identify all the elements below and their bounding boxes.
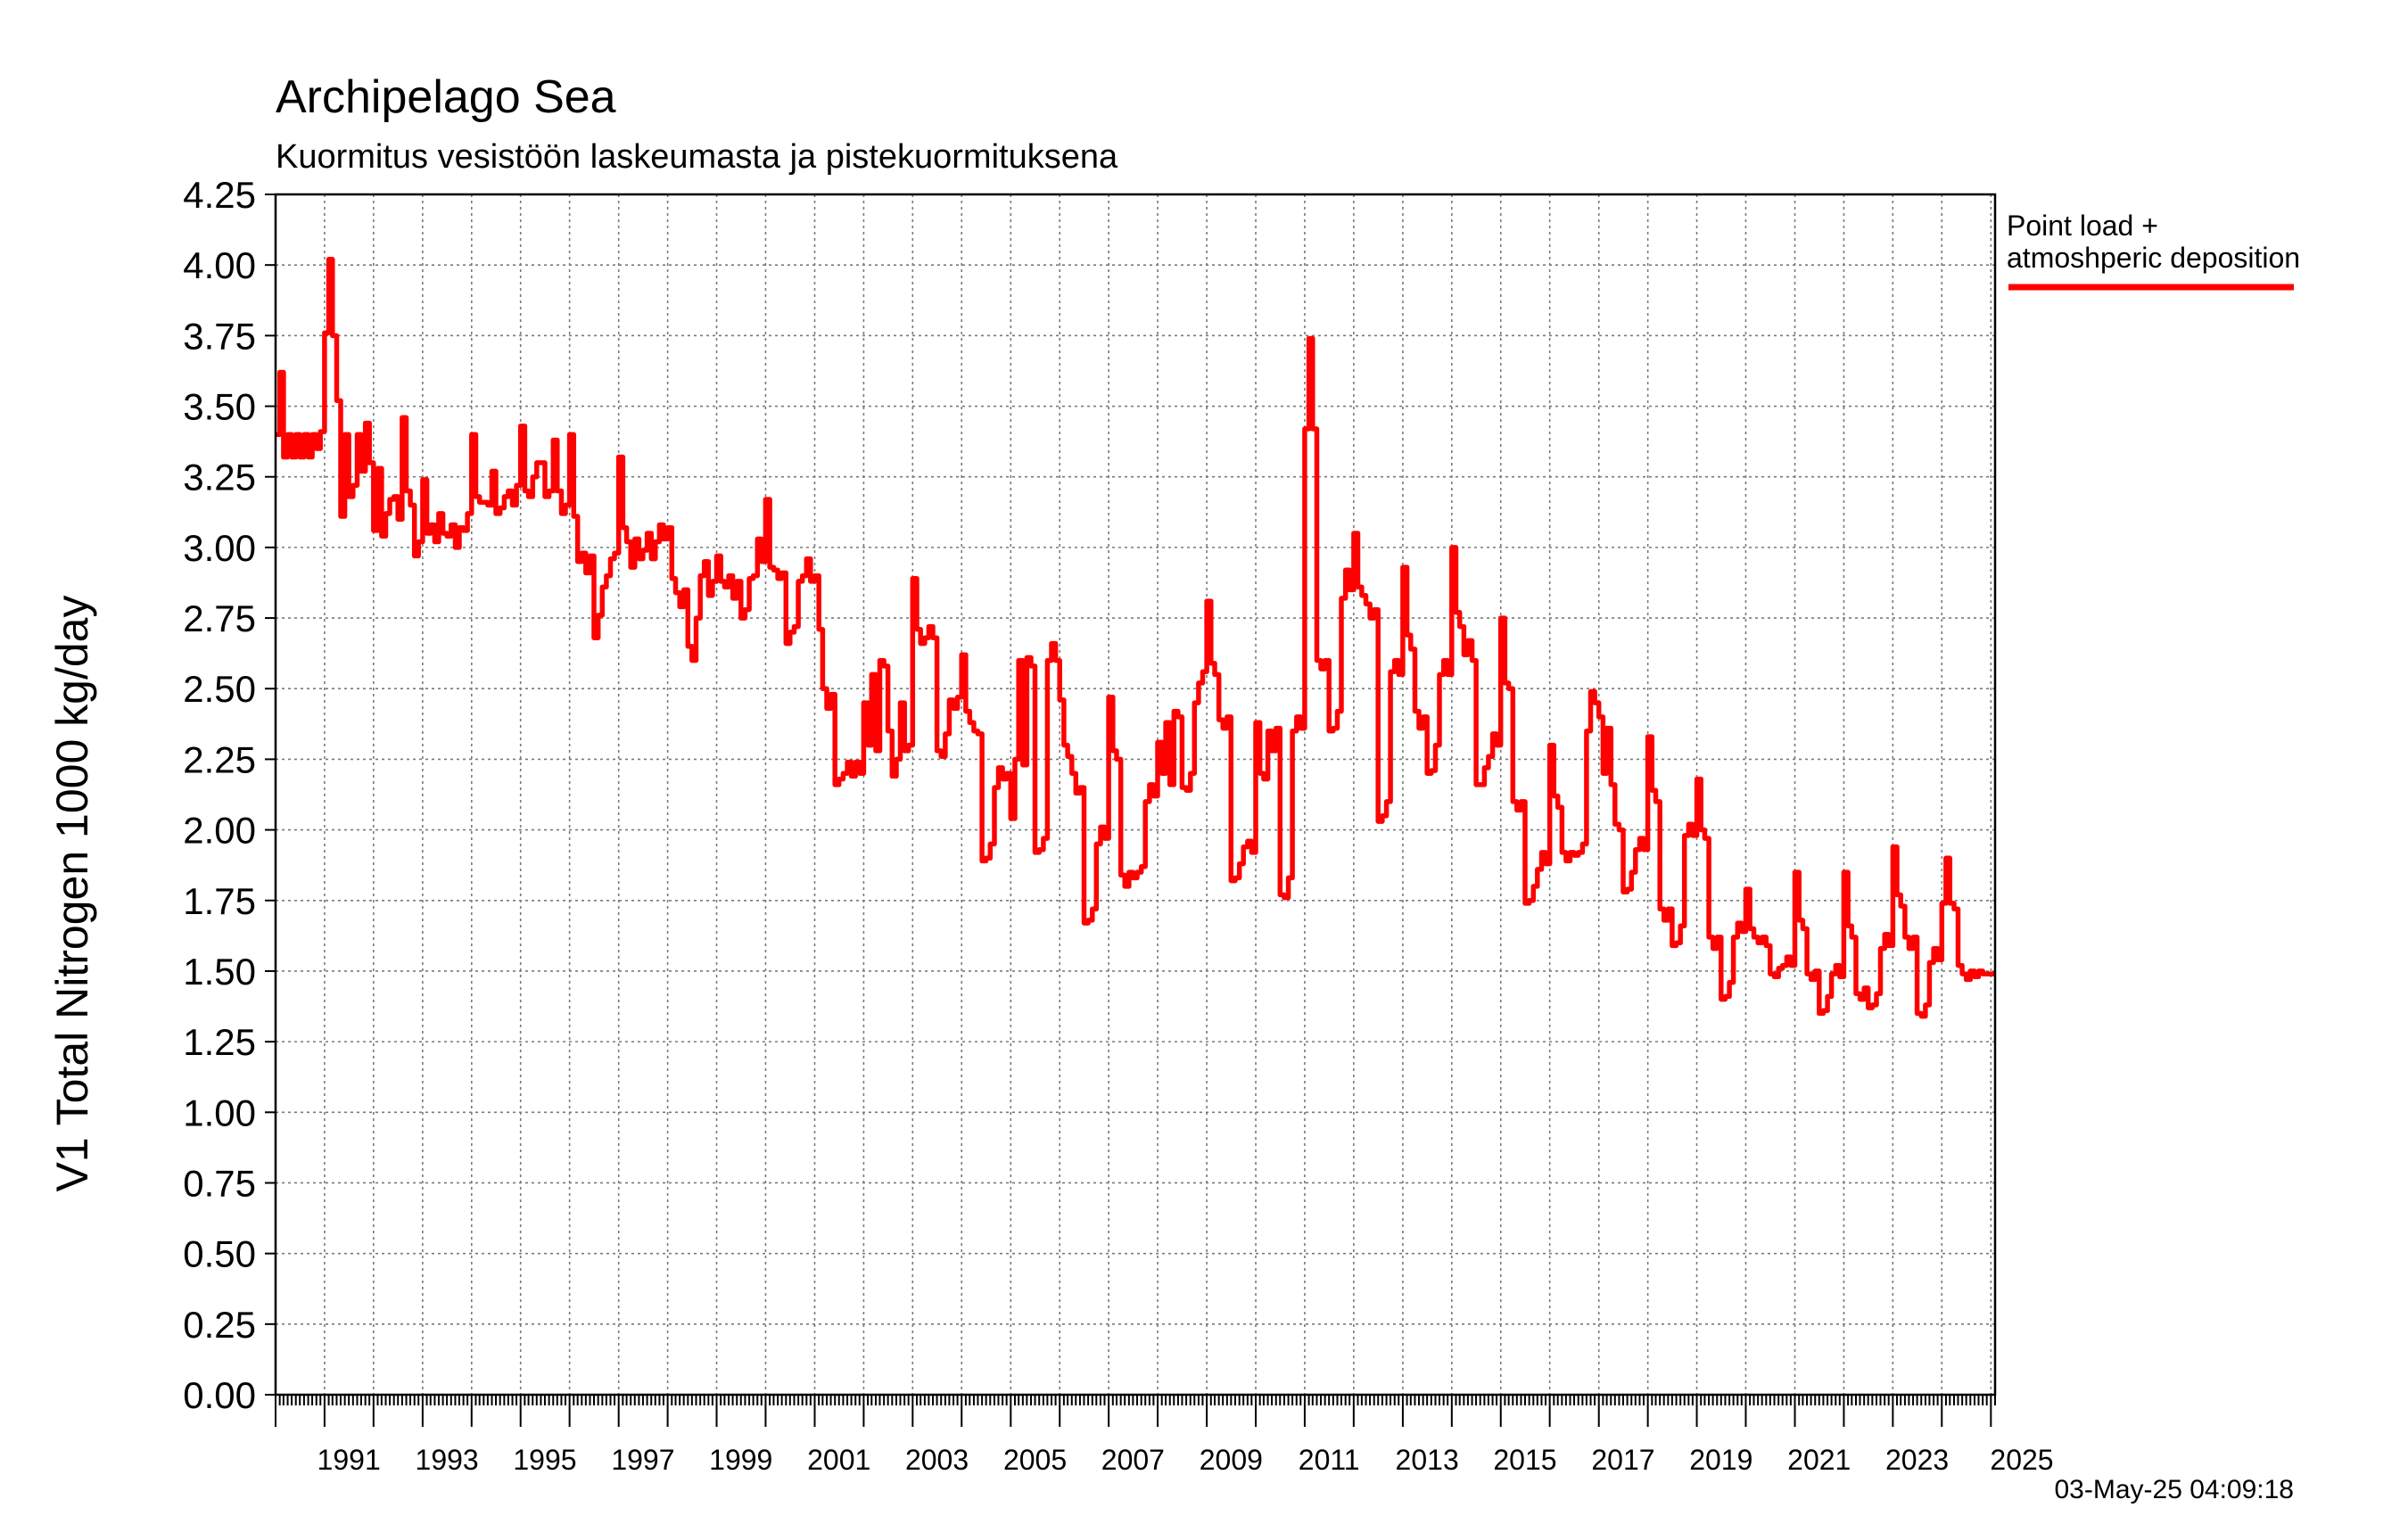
y-tick-label: 4.00 [183, 244, 256, 286]
chart-subtitle: Kuormitus vesistöön laskeumasta ja piste… [276, 138, 1118, 176]
y-tick-label: 0.75 [183, 1162, 256, 1204]
x-tick-label: 2023 [1885, 1444, 1949, 1476]
y-tick-label: 2.00 [183, 810, 256, 852]
timestamp: 03-May-25 04:09:18 [2054, 1475, 2294, 1504]
legend-label-line-1: Point load + [2007, 210, 2158, 242]
x-tick-label: 2009 [1200, 1444, 1263, 1476]
x-tick-label: 1993 [416, 1444, 479, 1476]
x-tick-label: 2025 [1990, 1444, 2053, 1476]
y-tick-label: 0.25 [183, 1304, 256, 1346]
legend: Point load + atmoshperic deposition [2007, 210, 2300, 291]
y-axis-label: V1 Total Nitrogen 1000 kg/day [47, 596, 97, 1192]
grid [276, 194, 1995, 1396]
y-tick-label: 3.50 [183, 386, 256, 428]
y-tick-label: 3.00 [183, 527, 256, 569]
y-tick-label: 2.25 [183, 738, 256, 780]
x-tick-label: 1995 [513, 1444, 576, 1476]
y-tick-label: 1.75 [183, 880, 256, 922]
y-tick-label: 1.25 [183, 1021, 256, 1063]
x-tick-label: 1999 [709, 1444, 772, 1476]
x-tick-label: 2003 [905, 1444, 969, 1476]
y-axis-ticks: 0.00 0.25 0.50 0.75 1.00 1.25 1.50 1.75 2.00 2.25… [183, 174, 276, 1416]
x-tick-label: 1991 [317, 1444, 381, 1476]
y-tick-label: 3.25 [183, 457, 256, 498]
x-tick-label: 2021 [1787, 1444, 1851, 1476]
series-group [276, 257, 1995, 1019]
x-tick-label: 2011 [1299, 1444, 1360, 1476]
chart-title: Archipelago Sea [276, 71, 616, 123]
y-tick-label: 2.50 [183, 668, 256, 710]
x-tick-label: 2013 [1396, 1444, 1459, 1476]
y-tick-label: 2.75 [183, 597, 256, 639]
x-tick-label: 2001 [807, 1444, 870, 1476]
y-tick-label: 3.75 [183, 315, 256, 357]
series-line-0 [276, 257, 1995, 1019]
plot-frame [274, 193, 1997, 1397]
legend-label-line-2: atmoshperic deposition [2007, 242, 2300, 274]
y-tick-label: 1.50 [183, 951, 256, 993]
x-tick-label: 2017 [1591, 1444, 1654, 1476]
x-tick-label: 2007 [1101, 1444, 1165, 1476]
x-tick-label: 2015 [1493, 1444, 1556, 1476]
y-tick-label: 0.00 [183, 1374, 256, 1416]
y-tick-label: 4.25 [183, 174, 256, 216]
x-tick-label: 2019 [1689, 1444, 1752, 1476]
x-tick-label: 2005 [1003, 1444, 1067, 1476]
y-tick-label: 0.50 [183, 1233, 256, 1275]
x-tick-label: 1997 [611, 1444, 674, 1476]
y-tick-label: 1.00 [183, 1092, 256, 1133]
x-axis-ticks: 1991 1993 1995 1997 1999 2001 2003 2005 2007 2009… [275, 1395, 2054, 1476]
